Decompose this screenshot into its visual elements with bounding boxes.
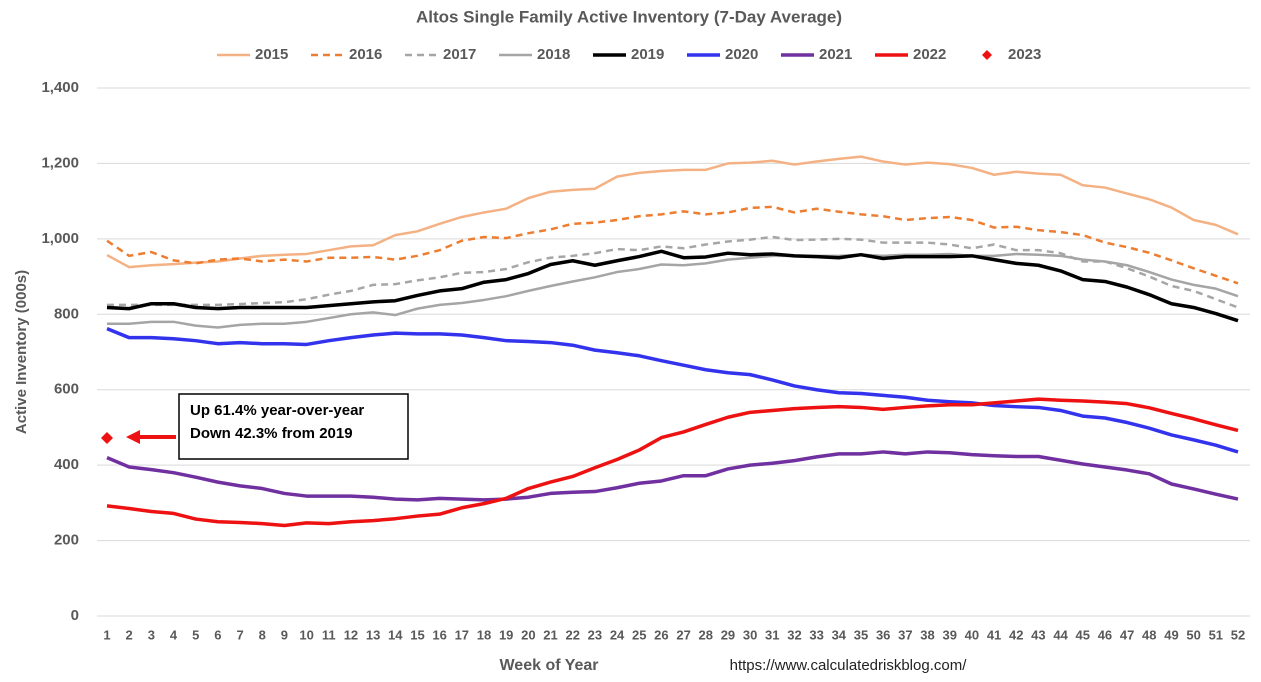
x-tick-label: 18 xyxy=(477,627,491,642)
series-line xyxy=(106,397,1239,528)
series-line xyxy=(106,155,1239,269)
x-tick-label: 29 xyxy=(721,627,735,642)
y-tick-label: 400 xyxy=(54,456,79,473)
legend-label: 2016 xyxy=(349,46,382,63)
x-tick-label: 33 xyxy=(809,627,823,642)
x-tick-label: 46 xyxy=(1098,627,1112,642)
series-line xyxy=(107,252,1239,329)
x-tick-label: 6 xyxy=(214,627,221,642)
x-tick-label: 19 xyxy=(499,627,513,642)
x-tick-label: 42 xyxy=(1009,627,1023,642)
x-tick-label: 39 xyxy=(942,627,956,642)
x-tick-label: 41 xyxy=(987,627,1001,642)
x-tick-label: 30 xyxy=(743,627,757,642)
x-tick-label: 4 xyxy=(170,627,178,642)
x-tick-label: 51 xyxy=(1209,627,1223,642)
x-tick-label: 49 xyxy=(1164,627,1178,642)
x-tick-label: 3 xyxy=(148,627,155,642)
x-tick-label: 52 xyxy=(1231,627,1245,642)
series-line xyxy=(107,235,1239,309)
legend-label: 2023 xyxy=(1008,46,1041,63)
x-tick-label: 15 xyxy=(410,627,424,642)
x-tick-label: 27 xyxy=(676,627,690,642)
x-tick-label: 7 xyxy=(236,627,243,642)
y-tick-label: 1,400 xyxy=(41,79,79,96)
x-tick-label: 5 xyxy=(192,627,199,642)
x-tick-label: 20 xyxy=(521,627,535,642)
annotation-box xyxy=(178,393,409,460)
x-tick-label: 13 xyxy=(366,627,380,642)
y-tick-label: 1,200 xyxy=(41,154,79,171)
y-tick-label: 1,000 xyxy=(41,230,79,247)
legend-label: 2020 xyxy=(725,46,758,63)
x-tick-label: 48 xyxy=(1142,627,1156,642)
y-tick-label: 200 xyxy=(54,532,79,549)
x-tick-label: 24 xyxy=(610,627,625,642)
x-tick-label: 40 xyxy=(965,627,979,642)
x-tick-label: 10 xyxy=(299,627,313,642)
data-point xyxy=(101,431,113,444)
x-tick-label: 36 xyxy=(876,627,890,642)
source-url: https://www.calculatedriskblog.com/ xyxy=(730,657,968,674)
x-tick-label: 44 xyxy=(1053,627,1068,642)
annotation-arrowhead xyxy=(126,430,140,444)
x-tick-label: 9 xyxy=(281,627,288,642)
x-tick-label: 31 xyxy=(765,627,779,642)
legend-label: 2015 xyxy=(255,46,288,63)
legend-label: 2022 xyxy=(913,46,946,63)
legend-label: 2017 xyxy=(443,46,476,63)
legend-label: 2021 xyxy=(819,46,852,63)
x-tick-label: 14 xyxy=(388,627,403,642)
x-tick-label: 22 xyxy=(565,627,579,642)
series-line xyxy=(106,205,1239,285)
x-tick-label: 21 xyxy=(543,627,557,642)
chart-title: Altos Single Family Active Inventory (7-… xyxy=(416,7,842,26)
x-tick-label: 17 xyxy=(455,627,469,642)
legend-label: 2018 xyxy=(537,46,570,63)
y-tick-label: 0 xyxy=(71,607,79,624)
x-tick-label: 16 xyxy=(432,627,446,642)
x-tick-label: 25 xyxy=(632,627,646,642)
x-tick-label: 38 xyxy=(920,627,934,642)
x-tick-label: 28 xyxy=(699,627,713,642)
x-tick-label: 23 xyxy=(588,627,602,642)
x-axis-label: Week of Year xyxy=(499,657,598,674)
x-tick-label: 1 xyxy=(103,627,110,642)
x-tick-label: 2 xyxy=(126,627,133,642)
y-tick-label: 600 xyxy=(54,381,79,398)
series-line xyxy=(106,249,1239,323)
x-tick-label: 50 xyxy=(1186,627,1200,642)
series-line xyxy=(106,450,1239,502)
x-tick-label: 34 xyxy=(832,627,847,642)
x-tick-label: 43 xyxy=(1031,627,1045,642)
x-tick-label: 12 xyxy=(344,627,358,642)
y-tick-label: 800 xyxy=(54,305,79,322)
legend-label: 2019 xyxy=(631,46,664,63)
legend-marker xyxy=(982,50,992,60)
annotation-text: Down 42.3% from 2019 xyxy=(190,425,353,442)
x-tick-label: 11 xyxy=(322,627,336,642)
x-tick-label: 35 xyxy=(854,627,868,642)
x-tick-label: 37 xyxy=(898,627,912,642)
y-axis-label: Active Inventory (000s) xyxy=(13,270,30,434)
x-tick-label: 26 xyxy=(654,627,668,642)
x-tick-label: 32 xyxy=(787,627,801,642)
x-tick-label: 8 xyxy=(259,627,266,642)
x-tick-label: 45 xyxy=(1076,627,1090,642)
annotation-text: Up 61.4% year-over-year xyxy=(190,402,364,419)
x-tick-label: 47 xyxy=(1120,627,1134,642)
series-line xyxy=(106,326,1239,454)
